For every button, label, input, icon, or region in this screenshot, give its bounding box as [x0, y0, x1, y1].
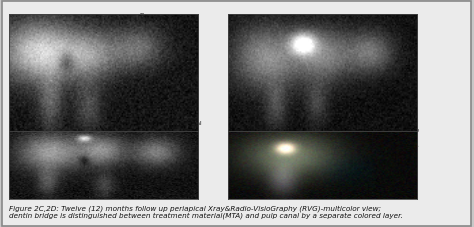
Text: Figure 2C,2D: Twelve (12) months follow up periapical Xray&Radio-VisioGraphy (RV: Figure 2C,2D: Twelve (12) months follow … [9, 205, 402, 219]
Text: Dentin bridge
over pulp
canal orifice: Dentin bridge over pulp canal orifice [360, 128, 419, 162]
Text: Dentin bridge
over pulp canal
orifice: Dentin bridge over pulp canal orifice [137, 115, 202, 147]
Text: Figure 2B: Post Operative X-ray.: Figure 2B: Post Operative X-ray. [268, 140, 419, 149]
Text: Material
placed into
pulp
chamber
over pulp: Material placed into pulp chamber over p… [317, 15, 372, 66]
Text: Figure 2A: Preoperative X-ray: Figure 2A: Preoperative X-ray [55, 140, 194, 149]
Text: Deep
carious
lesion
involving
pulp: Deep carious lesion involving pulp [123, 13, 166, 57]
